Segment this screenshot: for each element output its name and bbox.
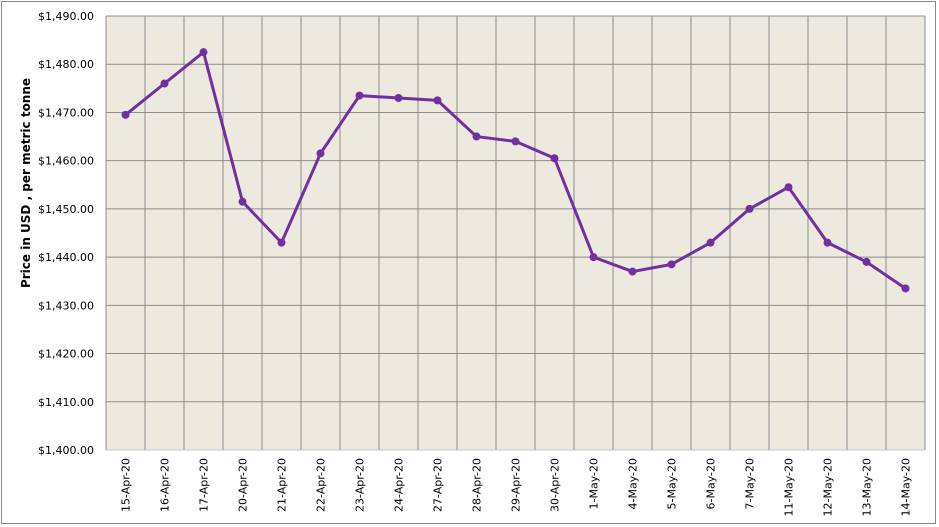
data-point: [160, 79, 169, 88]
data-point: [550, 154, 559, 163]
data-point: [238, 197, 247, 206]
data-point: [784, 183, 793, 192]
y-tick-label: $1,450.00: [38, 203, 94, 216]
data-point: [862, 257, 871, 266]
y-tick-label: $1,440.00: [38, 251, 94, 264]
x-tick-label: 15-Apr-20: [120, 458, 133, 512]
x-tick-label: 17-Apr-20: [198, 458, 211, 512]
x-tick-label: 12-May-20: [822, 458, 835, 516]
data-point: [823, 238, 832, 247]
data-point: [901, 284, 910, 293]
data-point: [706, 238, 715, 247]
data-point: [277, 238, 286, 247]
data-point: [316, 149, 325, 158]
x-tick-label: 22-Apr-20: [315, 458, 328, 512]
y-tick-label: $1,420.00: [38, 348, 94, 361]
y-tick-label: $1,470.00: [38, 106, 94, 119]
data-point: [511, 137, 520, 146]
x-tick-label: 7-May-20: [744, 458, 757, 509]
x-tick-label: 24-Apr-20: [393, 458, 406, 512]
data-point: [667, 260, 676, 269]
y-tick-label: $1,460.00: [38, 155, 94, 168]
x-tick-label: 11-May-20: [783, 458, 796, 516]
data-point: [472, 132, 481, 141]
x-tick-label: 21-Apr-20: [276, 458, 289, 512]
x-tick-label: 23-Apr-20: [354, 458, 367, 512]
data-point: [433, 96, 442, 105]
x-tick-label: 5-May-20: [666, 458, 679, 509]
y-tick-label: $1,430.00: [38, 299, 94, 312]
y-axis-ticks: $1,400.00 $1,410.00 $1,420.00 $1,430.00 $1,4…: [38, 10, 94, 457]
y-tick-label: $1,480.00: [38, 58, 94, 71]
x-tick-label: 14-May-20: [900, 458, 913, 516]
x-tick-label: 30-Apr-20: [549, 458, 562, 512]
x-tick-label: 29-Apr-20: [510, 458, 523, 512]
x-tick-label: 20-Apr-20: [237, 458, 250, 512]
y-tick-label: $1,490.00: [38, 10, 94, 23]
x-tick-label: 13-May-20: [861, 458, 874, 516]
data-point: [355, 91, 364, 100]
plot-area: [106, 16, 925, 450]
x-axis-ticks: 15-Apr-20 16-Apr-20 17-Apr-20 20-Apr-20 21-A…: [120, 458, 913, 516]
data-point: [628, 267, 637, 276]
data-point: [394, 93, 403, 102]
y-tick-label: $1,400.00: [38, 444, 94, 457]
data-point: [745, 204, 754, 213]
x-tick-label: 16-Apr-20: [159, 458, 172, 512]
x-tick-label: 6-May-20: [705, 458, 718, 509]
data-point: [589, 253, 598, 262]
y-axis-label: Price in USD , per metric tonne: [19, 78, 33, 288]
data-point-markers: [121, 48, 910, 293]
x-tick-label: 4-May-20: [627, 458, 640, 509]
x-tick-label: 28-Apr-20: [471, 458, 484, 512]
data-point: [121, 110, 130, 119]
data-point: [199, 48, 208, 57]
y-tick-label: $1,410.00: [38, 396, 94, 409]
x-tick-label: 27-Apr-20: [432, 458, 445, 512]
gridlines: [105, 15, 926, 451]
x-tick-label: 1-May-20: [588, 458, 601, 509]
